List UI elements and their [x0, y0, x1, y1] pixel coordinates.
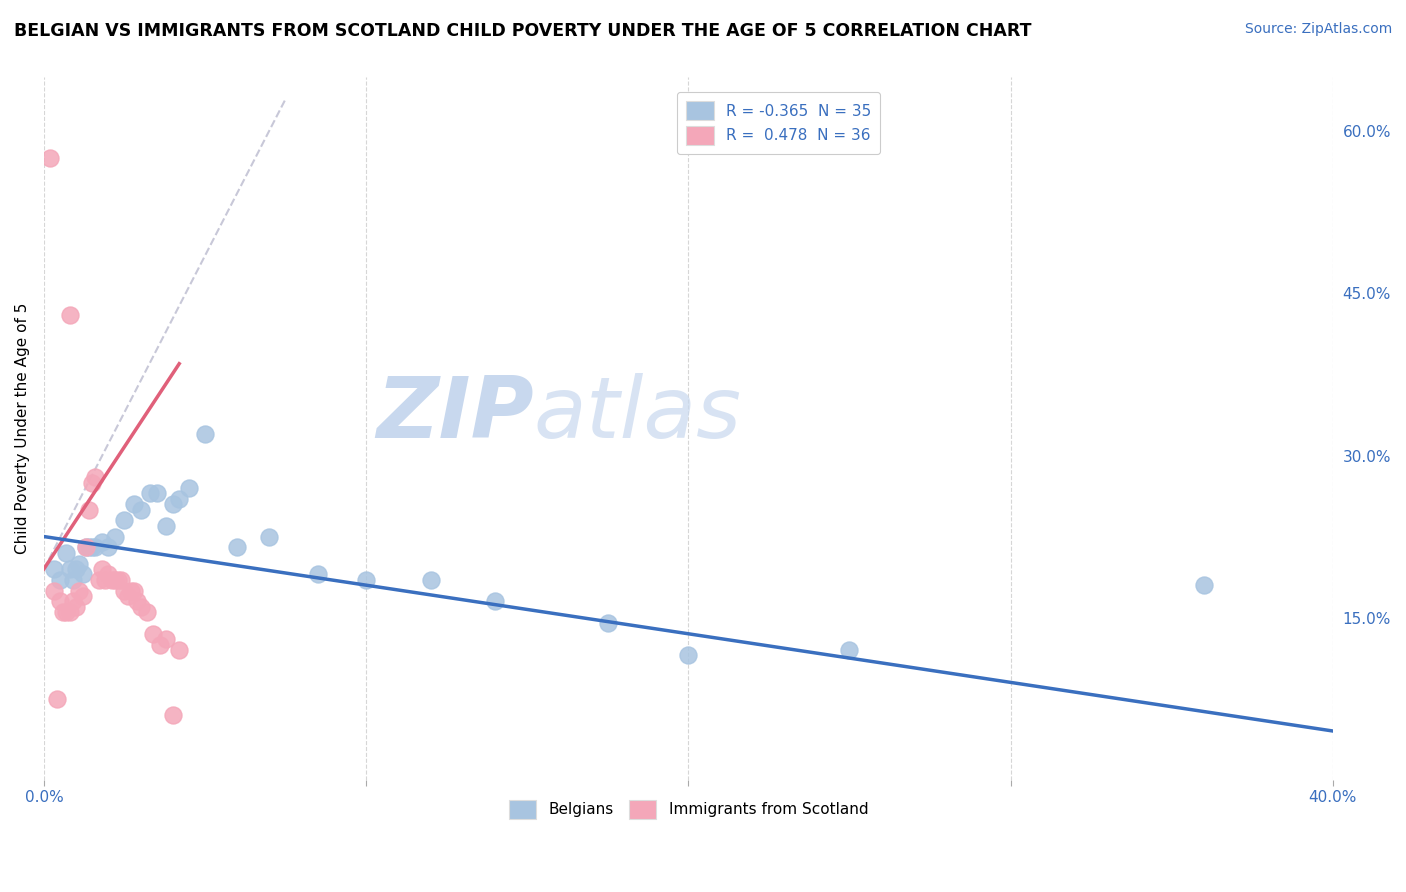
Point — [139, 486, 162, 500]
Point — [59, 308, 82, 322]
Point — [155, 632, 177, 647]
Point — [75, 541, 97, 555]
Point — [82, 541, 104, 555]
Point — [167, 643, 190, 657]
Point — [39, 152, 62, 166]
Point — [84, 470, 107, 484]
Point — [136, 605, 159, 619]
Text: Source: ZipAtlas.com: Source: ZipAtlas.com — [1244, 22, 1392, 37]
Point — [110, 573, 132, 587]
Point — [104, 573, 127, 587]
Point — [90, 535, 112, 549]
Y-axis label: Child Poverty Under the Age of 5: Child Poverty Under the Age of 5 — [15, 303, 30, 554]
Point — [419, 573, 441, 587]
Point — [55, 546, 77, 560]
Point — [90, 562, 112, 576]
Point — [100, 573, 122, 587]
Point — [49, 573, 72, 587]
Point — [42, 562, 65, 576]
Point — [162, 707, 184, 722]
Point — [59, 562, 82, 576]
Point — [122, 497, 145, 511]
Text: BELGIAN VS IMMIGRANTS FROM SCOTLAND CHILD POVERTY UNDER THE AGE OF 5 CORRELATION: BELGIAN VS IMMIGRANTS FROM SCOTLAND CHIL… — [14, 22, 1032, 40]
Legend: Belgians, Immigrants from Scotland: Belgians, Immigrants from Scotland — [502, 794, 875, 824]
Point — [177, 481, 200, 495]
Point — [117, 589, 139, 603]
Point — [104, 530, 127, 544]
Point — [65, 562, 87, 576]
Point — [120, 583, 142, 598]
Text: atlas: atlas — [534, 373, 742, 456]
Point — [354, 573, 377, 587]
Point — [94, 573, 117, 587]
Point — [67, 557, 90, 571]
Point — [127, 594, 149, 608]
Point — [77, 502, 100, 516]
Point — [62, 573, 84, 587]
Point — [162, 497, 184, 511]
Point — [62, 594, 84, 608]
Point — [194, 426, 217, 441]
Point — [259, 530, 281, 544]
Point — [149, 638, 172, 652]
Point — [596, 615, 619, 630]
Point — [129, 599, 152, 614]
Point — [678, 648, 700, 663]
Point — [145, 486, 167, 500]
Point — [114, 513, 136, 527]
Point — [82, 475, 104, 490]
Text: ZIP: ZIP — [375, 373, 534, 456]
Point — [97, 567, 120, 582]
Point — [1192, 578, 1215, 592]
Point — [167, 491, 190, 506]
Point — [84, 541, 107, 555]
Point — [55, 605, 77, 619]
Point — [52, 605, 75, 619]
Point — [72, 567, 94, 582]
Point — [142, 627, 165, 641]
Point — [307, 567, 329, 582]
Point — [97, 541, 120, 555]
Point — [122, 583, 145, 598]
Point — [67, 583, 90, 598]
Point — [226, 541, 249, 555]
Point — [77, 541, 100, 555]
Point — [155, 518, 177, 533]
Point — [72, 589, 94, 603]
Point — [129, 502, 152, 516]
Point — [107, 573, 129, 587]
Point — [45, 691, 67, 706]
Point — [75, 541, 97, 555]
Point — [42, 583, 65, 598]
Point — [87, 573, 110, 587]
Point — [65, 599, 87, 614]
Point — [114, 583, 136, 598]
Point — [49, 594, 72, 608]
Point — [484, 594, 506, 608]
Point — [59, 605, 82, 619]
Point — [838, 643, 860, 657]
